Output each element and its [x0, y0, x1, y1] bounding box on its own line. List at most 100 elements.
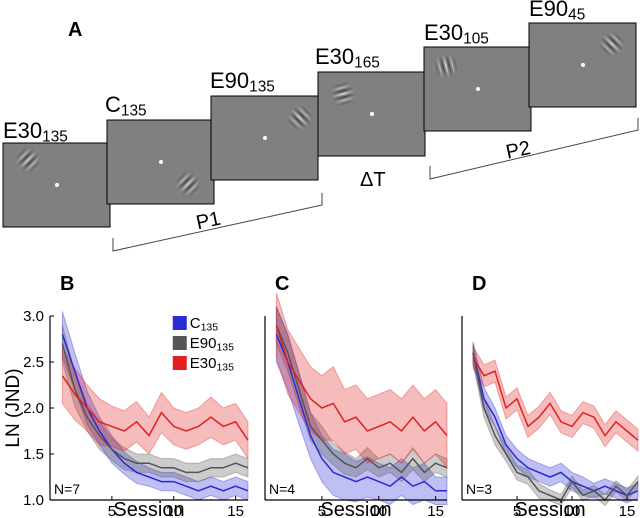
gabor-stripe	[297, 102, 316, 121]
x-tick-label: 10	[370, 503, 387, 518]
gabor-stripe	[16, 148, 35, 167]
gabor-stripe	[612, 25, 631, 44]
gabor-stripe	[332, 96, 357, 105]
error-band	[61, 346, 249, 461]
x-tick-label: 15	[427, 503, 444, 518]
p2-label: P2	[504, 137, 533, 164]
gabor-stripe	[176, 172, 195, 191]
series-line	[61, 334, 249, 492]
legend-swatch	[172, 336, 187, 350]
x-tick-label: 10	[564, 503, 581, 518]
legend-label-main: E90	[190, 335, 217, 352]
series-line	[472, 357, 639, 441]
series-line	[61, 375, 249, 441]
gabor-stripe	[185, 181, 204, 200]
gabor	[169, 165, 207, 203]
gabor-stripe	[607, 30, 626, 49]
x-tick-label: 5	[318, 503, 326, 518]
gabor	[281, 99, 319, 137]
gabor-stripe	[454, 50, 463, 75]
frame-label: E90135	[210, 68, 275, 95]
gabor-stripe	[284, 115, 303, 134]
gabor-stripe	[596, 41, 615, 60]
gabor-stripe	[329, 83, 354, 92]
x-tick-label: 10	[165, 503, 182, 518]
frame-label: E30165	[315, 44, 380, 71]
line-chart: C 5 10 15 Session N=4	[264, 273, 448, 518]
gabor-stripe	[331, 90, 355, 98]
gabor-stripe	[451, 51, 460, 76]
gabor-stripe	[21, 153, 40, 172]
x-axis-label: Session	[514, 499, 585, 518]
gabor-stripe	[12, 144, 31, 163]
fixation-dot	[581, 63, 585, 67]
series-line	[275, 324, 448, 437]
series-line	[275, 334, 447, 492]
series-line	[61, 343, 249, 474]
series-line	[275, 324, 448, 474]
gabor-stripe	[602, 34, 622, 54]
p1-label: P1	[194, 208, 223, 235]
series-line	[472, 352, 639, 502]
gabor	[327, 77, 359, 111]
gabor-stripe	[435, 55, 444, 80]
fixation-dot	[159, 160, 163, 164]
panel-a: A E30135C135E90135E30165E30105E9045P1ΔTP…	[2, 0, 639, 252]
line-chart: D 5 10 15 Session N=3	[461, 273, 639, 518]
x-tick-label: 15	[619, 503, 636, 518]
frame-label-main: E90	[210, 68, 249, 93]
gabor-stripe	[442, 54, 450, 78]
frame-label-main: E30	[3, 118, 42, 143]
frame-label-main: C	[105, 92, 121, 117]
gabor-stripe	[28, 160, 47, 179]
legend-label-main: C	[190, 315, 201, 332]
gabor-stripe	[293, 106, 312, 125]
error-band	[472, 344, 639, 453]
gabor-stripe	[445, 53, 453, 77]
frame-label: E30135	[3, 118, 68, 145]
gabor-stripe	[25, 157, 44, 176]
legend-label: E30135	[190, 355, 234, 373]
error-band	[61, 325, 249, 483]
gabor-stripe	[439, 55, 447, 79]
error-band	[275, 306, 448, 506]
x-tick-label: 5	[513, 503, 521, 518]
legend-label-sub: 135	[201, 321, 219, 333]
x-tick-label: 15	[227, 503, 244, 518]
y-tick-label: 2.5	[23, 354, 44, 371]
y-tick-label: 2.0	[23, 400, 44, 417]
panel-label: B	[60, 273, 74, 295]
gabor-stripe	[448, 52, 457, 77]
gabor-stripe	[334, 102, 359, 111]
y-tick-label: 3.0	[23, 308, 44, 325]
x-tick-label: 5	[108, 503, 116, 518]
panel-label: C	[275, 273, 289, 295]
gabor-stripe	[328, 80, 353, 89]
error-band	[472, 343, 639, 507]
y-tick-label: 1.0	[23, 492, 44, 509]
fixation-dot	[370, 112, 374, 116]
n-label: N=4	[269, 481, 295, 497]
panel-label: D	[472, 273, 486, 295]
legend-label-sub: 135	[216, 361, 234, 373]
gabor-stripe	[172, 168, 191, 187]
gabor	[429, 50, 463, 82]
gabor-stripe	[330, 87, 354, 95]
fixation-dot	[55, 183, 59, 187]
frame-label-main: E30	[315, 44, 354, 69]
legend-swatch	[172, 316, 187, 330]
legend-swatch	[172, 356, 187, 370]
gabor-stripe	[281, 118, 300, 137]
charts: B 1.0 1.5 2.0 2.5 3.0 5 10 15 Session LN (JND) N=7 C…	[3, 273, 639, 518]
gabor-stripe	[14, 146, 33, 165]
fixation-dot	[263, 136, 267, 140]
n-label: N=3	[466, 481, 492, 497]
gabor-stripe	[333, 99, 358, 108]
gabor-stripe	[609, 28, 628, 47]
error-band	[472, 341, 639, 504]
error-band	[275, 292, 448, 470]
gabor-stripe	[183, 179, 202, 198]
delta-t-label: ΔT	[360, 169, 386, 191]
gabor-stripe	[300, 99, 319, 118]
gabor	[9, 141, 47, 179]
